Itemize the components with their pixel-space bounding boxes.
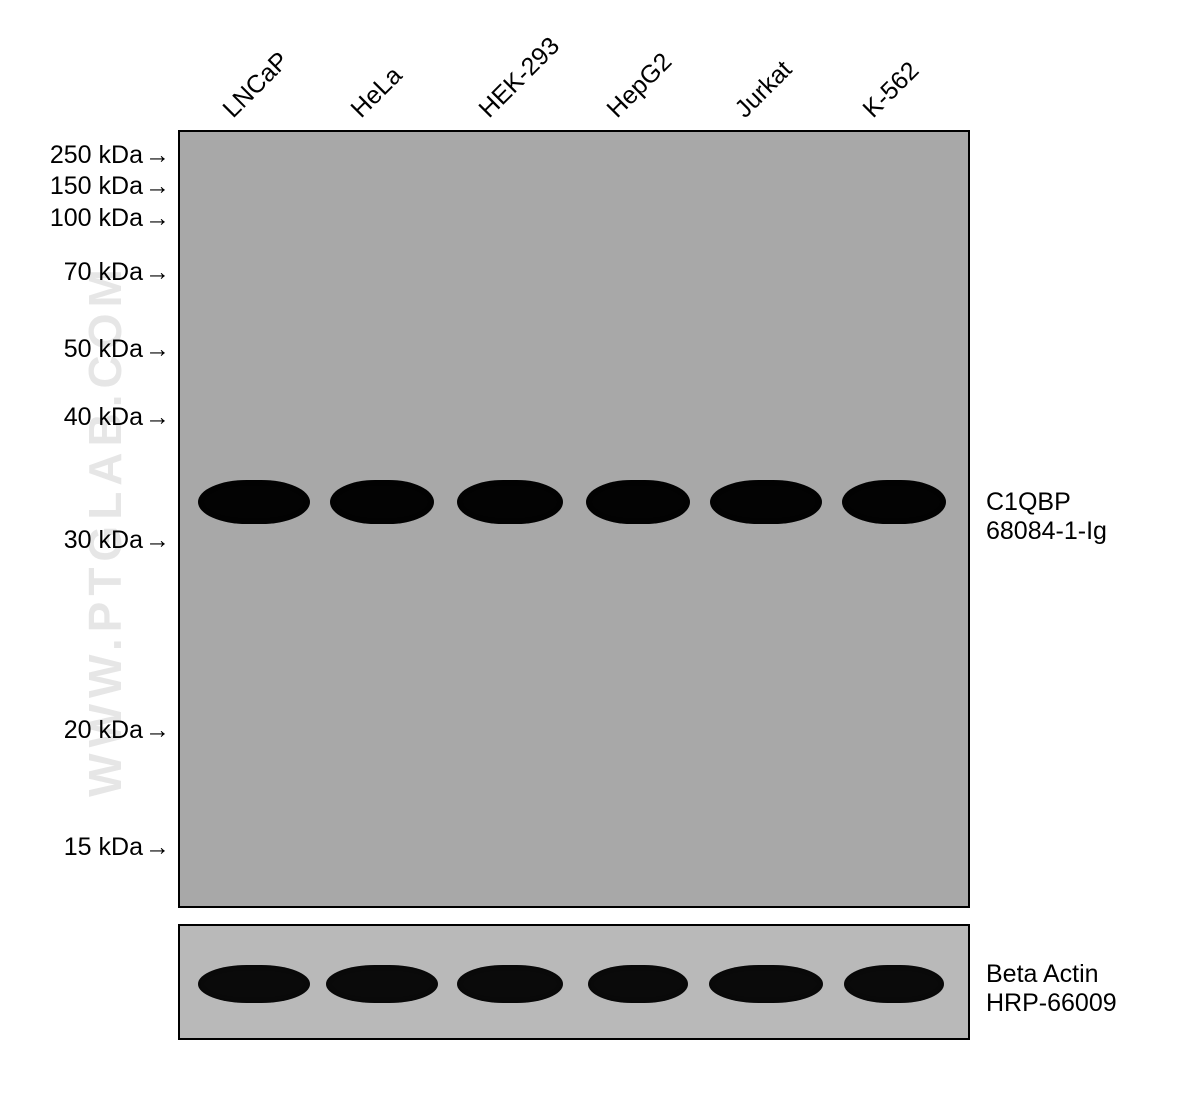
antibody-label-line: C1QBP xyxy=(986,488,1107,517)
band-loading xyxy=(588,965,688,1003)
antibody-label-line: Beta Actin xyxy=(986,960,1117,989)
band-loading xyxy=(844,965,944,1003)
mw-marker: 100 kDa→ xyxy=(0,204,170,233)
lane-label: HEK-293 xyxy=(473,32,565,124)
mw-marker: 70 kDa→ xyxy=(0,258,170,287)
mw-marker-text: 50 kDa xyxy=(64,335,143,363)
western-blot-figure: WWW.PTGLAB.COMLNCaPHeLaHEK-293HepG2Jurka… xyxy=(0,0,1185,1095)
arrow-right-icon: → xyxy=(145,172,170,201)
mw-marker: 40 kDa→ xyxy=(0,403,170,432)
mw-marker-text: 250 kDa xyxy=(50,141,143,169)
mw-marker: 15 kDa→ xyxy=(0,833,170,862)
mw-marker-text: 40 kDa xyxy=(64,403,143,431)
antibody-label-line: HRP-66009 xyxy=(986,989,1117,1018)
arrow-right-icon: → xyxy=(145,204,170,233)
lane-label: LNCaP xyxy=(217,47,294,124)
arrow-right-icon: → xyxy=(145,141,170,170)
band-target xyxy=(457,480,563,524)
mw-marker-text: 15 kDa xyxy=(64,833,143,861)
arrow-right-icon: → xyxy=(145,403,170,432)
mw-marker: 250 kDa→ xyxy=(0,141,170,170)
mw-marker: 150 kDa→ xyxy=(0,172,170,201)
arrow-right-icon: → xyxy=(145,526,170,555)
lane-label: HepG2 xyxy=(601,47,678,124)
arrow-right-icon: → xyxy=(145,258,170,287)
band-loading xyxy=(326,965,438,1003)
band-target xyxy=(586,480,690,524)
band-target xyxy=(198,480,310,524)
lane-label: Jurkat xyxy=(729,55,798,124)
arrow-right-icon: → xyxy=(145,716,170,745)
antibody-label: C1QBP68084-1-Ig xyxy=(986,488,1107,546)
mw-marker-text: 100 kDa xyxy=(50,204,143,232)
mw-marker-text: 20 kDa xyxy=(64,716,143,744)
arrow-right-icon: → xyxy=(145,335,170,364)
band-loading xyxy=(198,965,310,1003)
mw-marker-text: 30 kDa xyxy=(64,526,143,554)
mw-marker: 50 kDa→ xyxy=(0,335,170,364)
mw-marker: 20 kDa→ xyxy=(0,716,170,745)
mw-marker-text: 70 kDa xyxy=(64,258,143,286)
antibody-label: Beta ActinHRP-66009 xyxy=(986,960,1117,1018)
lane-label: K-562 xyxy=(857,56,925,124)
arrow-right-icon: → xyxy=(145,833,170,862)
mw-marker: 30 kDa→ xyxy=(0,526,170,555)
band-target xyxy=(710,480,822,524)
band-target xyxy=(330,480,434,524)
lane-label: HeLa xyxy=(345,61,408,124)
band-target xyxy=(842,480,946,524)
blot-panel-target xyxy=(178,130,970,908)
mw-marker-text: 150 kDa xyxy=(50,172,143,200)
blot-panel-loading xyxy=(178,924,970,1040)
band-loading xyxy=(709,965,823,1003)
band-loading xyxy=(457,965,563,1003)
antibody-label-line: 68084-1-Ig xyxy=(986,517,1107,546)
